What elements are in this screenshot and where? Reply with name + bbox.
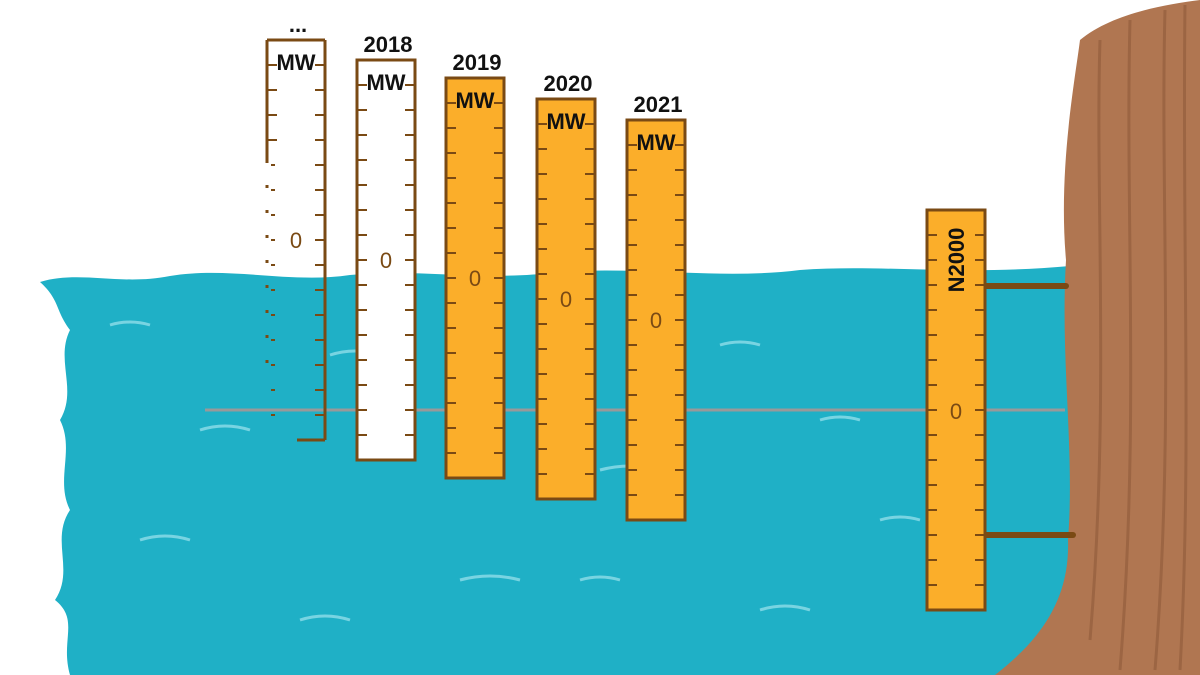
gauge-unit: MW <box>276 50 315 75</box>
gauge-unit: MW <box>546 109 585 134</box>
gauges: ... MW 0 2018 MW 0 2019 MW 0 2020 MW 0 2021 MW 0 N2000 0 <box>265 12 987 612</box>
gauge-year: 2020 <box>544 71 593 96</box>
water-highlights <box>109 320 921 622</box>
reference-zero: 0 <box>950 399 962 424</box>
cliff <box>995 0 1200 675</box>
gauge-year: 2021 <box>634 92 683 117</box>
gauge-year: 2018 <box>364 32 413 57</box>
gauge-zero: 0 <box>560 287 572 312</box>
gauge-zero: 0 <box>650 308 662 333</box>
gauge-zero: 0 <box>290 228 302 253</box>
cliff-streaks <box>1088 4 1188 671</box>
gauge-zero: 0 <box>469 266 481 291</box>
gauge-year: 2019 <box>453 50 502 75</box>
gauge-unit: MW <box>636 130 675 155</box>
gauge-unit: MW <box>366 70 405 95</box>
gauge-zero: 0 <box>380 248 392 273</box>
gauge-unit: MW <box>455 88 494 113</box>
reference-unit: N2000 <box>944 228 969 293</box>
gauge-year: ... <box>289 12 307 37</box>
